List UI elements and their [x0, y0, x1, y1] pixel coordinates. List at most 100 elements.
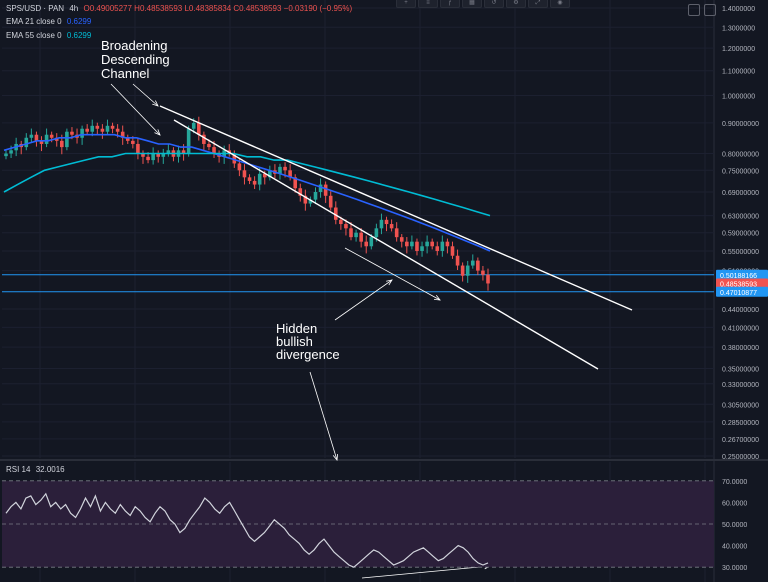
- candle-down: [349, 228, 353, 238]
- candle-up: [440, 241, 445, 251]
- candle-down: [252, 180, 257, 185]
- ema55-label: EMA 55 close 0: [6, 31, 62, 40]
- candle-down: [232, 153, 237, 164]
- candle-down: [197, 122, 201, 135]
- candle-down: [450, 246, 455, 256]
- rsi-label: RSI 14: [6, 465, 31, 474]
- ema55-value: 0.6299: [66, 31, 92, 40]
- candle-down: [293, 177, 297, 189]
- layout-icon[interactable]: ▦: [462, 0, 482, 8]
- symbol-name[interactable]: SPS/USD · PAN: [6, 4, 65, 13]
- rsi-line: [5, 492, 489, 568]
- chart-menu-icon[interactable]: [704, 4, 716, 16]
- ema55-legend[interactable]: EMA 55 close 0 0.6299: [6, 31, 94, 40]
- candle-down: [333, 207, 338, 220]
- fullscreen-icon[interactable]: ⤢: [528, 0, 548, 8]
- replay-icon[interactable]: ↺: [484, 0, 504, 8]
- candle-down: [237, 163, 242, 171]
- rsi-band: [2, 480, 714, 568]
- price-tick-label: 0.55000000: [722, 249, 759, 256]
- arrow-head: [154, 129, 161, 136]
- ema21-legend[interactable]: EMA 21 close 0 0.6299: [6, 17, 94, 26]
- candle-down: [95, 125, 100, 129]
- arrow-shaft: [110, 83, 161, 136]
- candle-down: [247, 177, 252, 181]
- price-tick-label: 0.26700000: [722, 437, 759, 444]
- indicator-icon[interactable]: ƒ: [440, 0, 460, 8]
- divergence-annotation-line: divergence: [276, 347, 340, 362]
- camera-icon[interactable]: ◉: [550, 0, 570, 8]
- candle-up: [257, 173, 262, 185]
- plus-icon[interactable]: +: [396, 0, 416, 8]
- candle-up: [369, 237, 374, 247]
- price-tick-label: 0.41000000: [722, 325, 759, 332]
- candle-up: [105, 125, 110, 132]
- rsi-tick-label: 50.0000: [722, 522, 747, 529]
- candle-down: [181, 150, 186, 154]
- divergence-annotation-line: bullish: [276, 334, 313, 349]
- settings-icon[interactable]: ⚙: [506, 0, 526, 8]
- price-tick-label: 0.30500000: [722, 402, 759, 409]
- price-tick-label: 0.63000000: [722, 214, 759, 221]
- price-tick-label: 1.4000000: [722, 6, 755, 13]
- candle-down: [136, 143, 140, 154]
- candle-up: [268, 170, 272, 178]
- interval-label[interactable]: 4h: [69, 4, 79, 13]
- candle-down: [405, 241, 409, 247]
- rsi-legend[interactable]: RSI 14 32.0016: [6, 465, 68, 474]
- candle-down: [262, 173, 267, 178]
- chart-icon[interactable]: ≡: [418, 0, 438, 8]
- candle-up: [29, 134, 34, 138]
- candle-down: [125, 137, 130, 141]
- candle-down: [242, 170, 247, 178]
- candle-up: [410, 241, 414, 247]
- candle-down: [394, 228, 399, 238]
- arrow-shaft: [361, 565, 491, 579]
- divergence-pointer-arrow-down: [309, 371, 339, 461]
- candle-down: [460, 265, 465, 276]
- chart-settings-icon[interactable]: [688, 4, 700, 16]
- candle-up: [90, 125, 95, 132]
- candle-down: [486, 274, 490, 284]
- arrow-shaft: [334, 279, 393, 321]
- candle-down: [141, 153, 145, 157]
- candle-down: [323, 184, 328, 196]
- candle-down: [39, 140, 44, 144]
- price-tick-label: 0.90000000: [722, 121, 759, 128]
- candle-down: [49, 134, 54, 138]
- channel-lower-line: [173, 119, 599, 370]
- candle-down: [60, 140, 64, 148]
- candle-up: [425, 241, 429, 247]
- candle-up: [470, 260, 475, 266]
- candle-up: [4, 153, 8, 157]
- channel-annotation-line: Channel: [101, 66, 150, 81]
- channel-annotation-line: Broadening: [101, 38, 168, 53]
- price-tick-label: 1.3000000: [722, 25, 755, 32]
- price-tick-label: 0.35000000: [722, 367, 759, 374]
- price-tick-label: 1.0000000: [722, 93, 755, 100]
- candle-down: [100, 128, 105, 132]
- candle-down: [156, 153, 161, 157]
- price-lower-low-arrow: [344, 247, 441, 301]
- candle-up: [80, 128, 84, 138]
- candle-down: [34, 134, 39, 141]
- price-label: 0.47010877: [720, 290, 757, 297]
- ohlc-values: O0.49005277 H0.48538593 L0.48385834 C0.4…: [83, 4, 353, 13]
- price-tick-label: 0.44000000: [722, 307, 759, 314]
- arrow-head: [386, 279, 393, 286]
- candle-down: [359, 232, 363, 242]
- rsi-tick-label: 40.0000: [722, 544, 747, 551]
- candle-up: [379, 219, 384, 229]
- price-tick-label: 0.59000000: [722, 231, 759, 238]
- candle-up: [318, 184, 323, 192]
- candle-up: [354, 232, 358, 238]
- candle-up: [65, 131, 69, 148]
- candle-down: [344, 224, 348, 229]
- price-label: 0.50188166: [720, 273, 757, 280]
- candle-down: [207, 143, 211, 148]
- price-tick-label: 0.69000000: [722, 190, 759, 197]
- top-toolbar: + ≡ ƒ ▦ ↺ ⚙ ⤢ ◉: [396, 0, 570, 8]
- price-tick-label: 0.28500000: [722, 420, 759, 427]
- rsi-tick-label: 60.0000: [722, 500, 747, 507]
